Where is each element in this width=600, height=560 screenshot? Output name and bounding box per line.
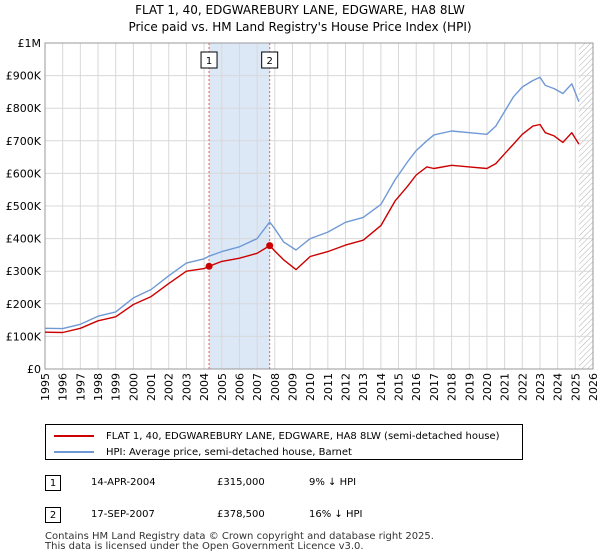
sale-number-label: 2 [266,56,272,67]
sale-number-box [200,51,218,69]
sale-point [205,262,213,270]
x-tick-label: 2017 [428,373,441,401]
x-tick-label: 2005 [216,373,229,401]
x-tick-label: 2022 [516,373,529,401]
footer-licence: This data is licensed under the Open Gov… [45,541,364,552]
x-tick-label: 2002 [163,373,176,401]
plot-frame [44,42,594,370]
x-tick-label: 2010 [304,373,317,401]
footer-copyright: Contains HM Land Registry data © Crown c… [45,531,434,542]
x-tick-label: 2006 [233,373,246,401]
x-tick-label: 2019 [463,373,476,401]
x-tick-label: 2021 [499,373,512,401]
x-tick-label: 2024 [552,373,565,401]
y-tick-label: £1M [18,37,42,50]
y-tick-label: £0 [27,363,41,376]
legend-swatch-price [54,435,94,437]
sale-hpi-diff: 16% ↓ HPI [309,509,363,520]
legend-swatch-hpi [54,451,94,453]
legend: FLAT 1, 40, EDGWAREBURY LANE, EDGWARE, H… [45,424,523,460]
sale-date: 14-APR-2004 [91,477,156,488]
sale-date: 17-SEP-2007 [91,509,155,520]
y-tick-label: £900K [6,70,42,83]
y-tick-label: £500K [6,200,42,213]
x-tick-label: 2000 [127,373,140,401]
sale-price: £315,000 [217,477,265,488]
chart-title: FLAT 1, 40, EDGWAREBURY LANE, EDGWARE, H… [135,3,465,17]
y-tick-label: £400K [6,233,42,246]
x-tick-label: 2009 [286,373,299,401]
legend-item-price: FLAT 1, 40, EDGWAREBURY LANE, EDGWARE, H… [54,428,500,444]
legend-label-price: FLAT 1, 40, EDGWAREBURY LANE, EDGWARE, H… [106,430,500,442]
x-tick-label: 2026 [587,373,600,401]
sale-price: £378,500 [217,509,265,520]
x-tick-label: 2013 [357,373,370,401]
x-tick-label: 2003 [180,373,193,401]
x-tick-label: 1995 [39,373,52,401]
x-tick-label: 2012 [340,373,353,401]
x-tick-label: 2023 [534,373,547,401]
x-tick-label: 1998 [92,373,105,401]
footer: Contains HM Land Registry data © Crown c… [45,532,434,552]
x-tick-label: 2007 [251,373,264,401]
x-tick-label: 2025 [569,373,582,401]
sale-row: 1 14-APR-2004 £315,000 9% ↓ HPI [45,475,465,493]
y-tick-label: £800K [6,102,42,115]
x-tick-label: 2015 [393,373,406,401]
y-tick-label: £200K [6,298,42,311]
x-tick-label: 2014 [375,373,388,401]
x-tick-label: 2011 [322,373,335,401]
y-tick-label: £100K [6,330,42,343]
x-tick-label: 2008 [269,373,282,401]
sale-hpi-diff: 9% ↓ HPI [309,477,357,488]
x-tick-label: 2020 [481,373,494,401]
x-tick-label: 2004 [198,373,211,401]
sale-number: 2 [45,507,61,523]
price-chart: FLAT 1, 40, EDGWAREBURY LANE, EDGWARE, H… [6,3,600,401]
x-tick-label: 2018 [446,373,459,401]
hpi-line [44,76,580,330]
sale-number-label: 1 [206,56,212,67]
legend-item-hpi: HPI: Average price, semi-detached house,… [54,444,352,460]
price-paid-line [44,123,580,334]
y-tick-label: £600K [6,167,42,180]
sale-number: 1 [45,475,61,491]
sale-point [266,242,274,250]
legend-label-hpi: HPI: Average price, semi-detached house,… [106,446,352,458]
x-tick-label: 1999 [110,373,123,401]
x-tick-label: 1997 [74,373,87,401]
sale-number-box [261,51,279,69]
x-tick-label: 2001 [145,373,158,401]
x-tick-label: 1996 [57,373,70,401]
sale-row: 2 17-SEP-2007 £378,500 16% ↓ HPI [45,507,465,525]
y-tick-label: £300K [6,265,42,278]
x-tick-label: 2016 [410,373,423,401]
chart-subtitle: Price paid vs. HM Land Registry's House … [128,20,471,34]
y-tick-label: £700K [6,135,42,148]
